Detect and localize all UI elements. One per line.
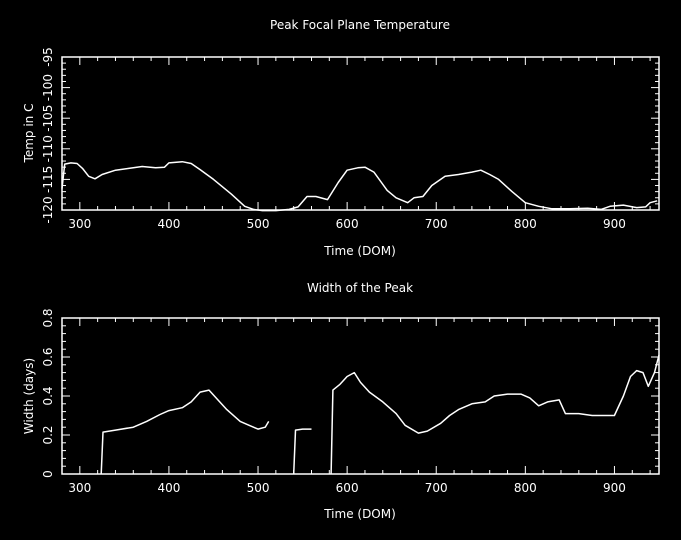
width-x-tick-label: 300 xyxy=(68,481,91,495)
temperature-plot-frame xyxy=(61,56,660,211)
temperature-y-tick-label: -115 xyxy=(41,166,55,193)
temperature-y-tick-label: -100 xyxy=(41,74,55,101)
width-x-tick-label: 500 xyxy=(247,481,270,495)
width-y-tick-label: 0.8 xyxy=(41,308,55,327)
width-x-tick-label: 800 xyxy=(514,481,537,495)
temperature-x-tick-label: 700 xyxy=(425,217,448,231)
temperature-y-tick-label: -95 xyxy=(41,47,55,67)
width-series xyxy=(100,354,660,475)
temperature-x-tick-label: 800 xyxy=(514,217,537,231)
temperature-series-line xyxy=(61,160,658,212)
temperature-ticks: 300 400 500 600 700 800 900 -120 -115 -110 -105 -10… xyxy=(41,47,659,231)
width-x-tick-label: 900 xyxy=(603,481,626,495)
width-x-tick-label: 400 xyxy=(157,481,180,495)
temperature-y-tick-label: -120 xyxy=(41,196,55,223)
width-series-line xyxy=(100,389,270,475)
temperature-x-axis-label: Time (DOM) xyxy=(323,244,396,258)
width-y-tick-label: 0.2 xyxy=(41,425,55,444)
temperature-series xyxy=(61,160,658,212)
width-x-axis-label: Time (DOM) xyxy=(323,507,396,521)
temperature-chart-title: Peak Focal Plane Temperature xyxy=(270,18,450,32)
temperature-y-tick-label: -110 xyxy=(41,135,55,162)
temperature-y-tick-label: -105 xyxy=(41,105,55,132)
width-ticks: 300 400 500 600 700 800 900 0 0.2 0.4 0.6 0.8 xyxy=(41,308,659,495)
width-plot-frame xyxy=(61,317,660,475)
width-panel: Width of the Peak 300 400 500 600 700 800 900 0… xyxy=(22,281,660,521)
temperature-x-tick-label: 400 xyxy=(157,217,180,231)
temperature-panel: Peak Focal Plane Temperature 300 400 500 60… xyxy=(22,18,660,258)
width-y-axis-label: Width (days) xyxy=(22,358,36,434)
width-series-line xyxy=(330,354,660,475)
width-y-tick-label: 0.6 xyxy=(41,347,55,366)
temperature-x-tick-label: 900 xyxy=(603,217,626,231)
temperature-x-tick-label: 300 xyxy=(68,217,91,231)
temperature-x-tick-label: 600 xyxy=(336,217,359,231)
width-chart-title: Width of the Peak xyxy=(307,281,413,295)
width-x-tick-label: 700 xyxy=(425,481,448,495)
temperature-x-tick-label: 500 xyxy=(247,217,270,231)
temperature-y-axis-label: Temp in C xyxy=(22,104,36,164)
width-y-tick-label: 0.4 xyxy=(41,386,55,405)
width-x-tick-label: 600 xyxy=(336,481,359,495)
width-y-tick-label: 0 xyxy=(41,470,55,478)
width-series-line xyxy=(292,428,312,475)
